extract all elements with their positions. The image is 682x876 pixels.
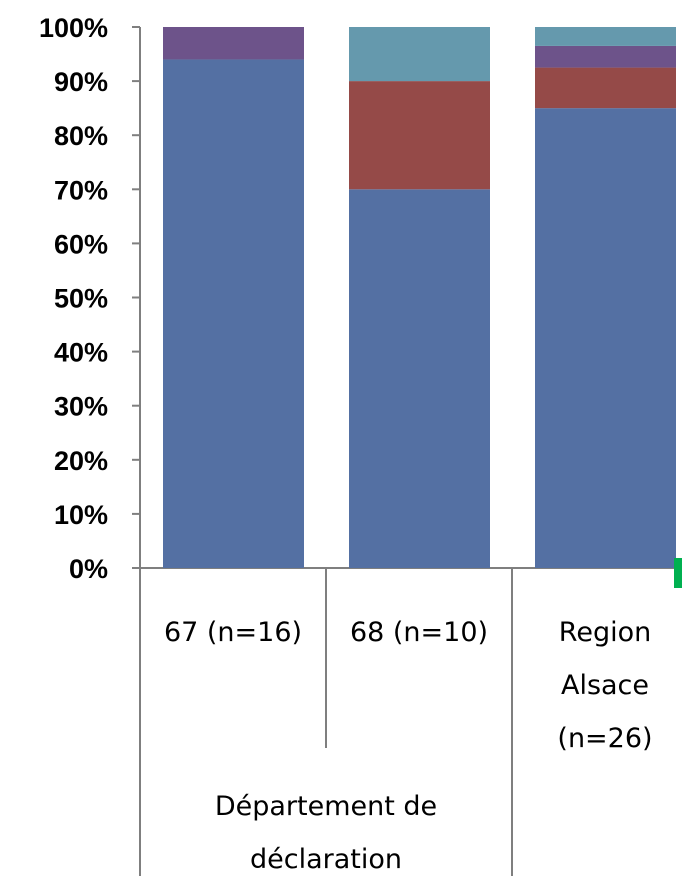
category-label: (n=26) bbox=[557, 723, 652, 754]
bar-segment bbox=[535, 67, 676, 109]
bar-segment bbox=[163, 59, 304, 569]
y-tick-labels: 0% 10% 20% 30% 40% 50% 60% 70% 80% 90% 100% bbox=[39, 13, 108, 584]
bar-segment bbox=[535, 45, 676, 68]
bars bbox=[163, 27, 676, 569]
y-tick-label: 20% bbox=[54, 446, 108, 476]
category-labels: 67 (n=16) 68 (n=10) Region Alsace (n=26) bbox=[164, 617, 653, 754]
group-label: Département de déclaration bbox=[215, 791, 437, 875]
y-tick-label: 10% bbox=[54, 500, 108, 530]
group-label-line: Département de bbox=[215, 791, 437, 822]
category-label: 68 (n=10) bbox=[350, 617, 488, 648]
bar-segment bbox=[163, 27, 304, 60]
y-tick-label: 0% bbox=[69, 554, 108, 584]
category-label: 67 (n=16) bbox=[164, 617, 302, 648]
y-tick-label: 50% bbox=[54, 284, 108, 314]
y-tick-label: 60% bbox=[54, 229, 108, 259]
bar-segment bbox=[349, 27, 490, 82]
cropped-green-mark bbox=[674, 558, 682, 588]
bar-segment bbox=[349, 81, 490, 190]
category-label: Region bbox=[559, 617, 651, 648]
y-tick-label: 40% bbox=[54, 338, 108, 368]
y-tick-label: 30% bbox=[54, 392, 108, 422]
y-tick-label: 70% bbox=[54, 175, 108, 205]
group-label-line: déclaration bbox=[250, 844, 402, 875]
y-tick-label: 80% bbox=[54, 121, 108, 151]
bar-segment bbox=[535, 108, 676, 569]
y-tick-label: 100% bbox=[39, 13, 108, 43]
bar-segment bbox=[535, 27, 676, 46]
y-tick-label: 90% bbox=[54, 67, 108, 97]
category-label: Alsace bbox=[561, 670, 649, 701]
bar-segment bbox=[349, 189, 490, 569]
